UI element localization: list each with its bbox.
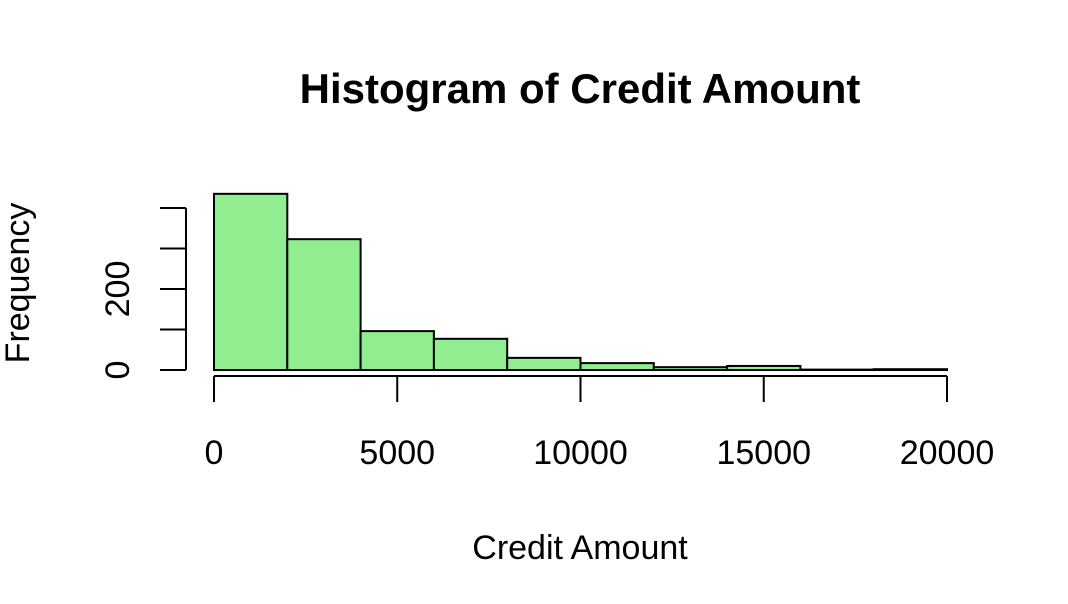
chart-title: Histogram of Credit Amount: [300, 65, 861, 112]
x-tick-label: 15000: [716, 434, 811, 472]
y-axis-label: Frequency: [0, 203, 37, 364]
y-tick-label: 0: [99, 361, 137, 380]
bar: [213, 192, 289, 371]
bar: [579, 362, 655, 371]
bar: [359, 330, 435, 371]
x-tick-label: 5000: [359, 434, 435, 472]
x-tick-label: 10000: [533, 434, 628, 472]
bar: [286, 238, 362, 371]
bar: [726, 364, 802, 372]
bar: [432, 337, 509, 372]
x-tick-label: 0: [205, 434, 224, 472]
bar: [506, 356, 582, 372]
bar: [652, 366, 729, 372]
x-tick-label: 20000: [900, 434, 995, 472]
x-axis-label: Credit Amount: [472, 529, 688, 567]
y-tick-label: 200: [99, 261, 137, 318]
bar: [872, 368, 949, 372]
